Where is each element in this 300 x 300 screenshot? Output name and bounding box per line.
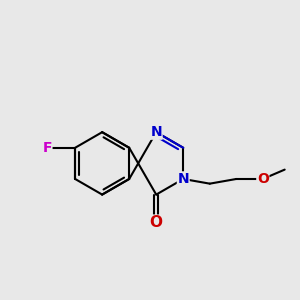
- Text: O: O: [257, 172, 269, 186]
- Text: O: O: [150, 215, 163, 230]
- Text: N: N: [150, 125, 162, 139]
- Text: F: F: [42, 141, 52, 155]
- Text: N: N: [177, 172, 189, 186]
